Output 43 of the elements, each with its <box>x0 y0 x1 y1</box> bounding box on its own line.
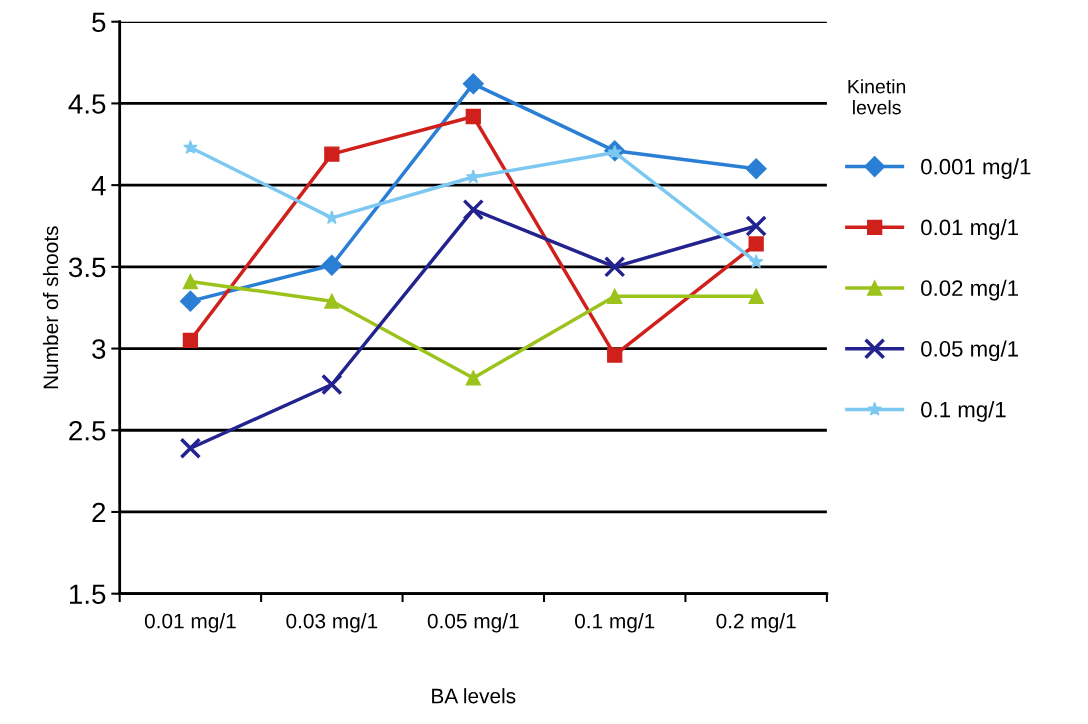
point <box>462 198 485 221</box>
point <box>321 373 343 396</box>
y-tick-label: 1.5 <box>69 584 106 605</box>
point <box>748 254 764 269</box>
legend-label: 0.1 mg/1 <box>921 401 1006 422</box>
point <box>745 215 767 237</box>
point <box>183 139 198 154</box>
point <box>324 146 340 162</box>
x-tick-label: 0.05 mg/1 <box>427 613 519 633</box>
point <box>182 332 199 349</box>
point <box>179 290 201 312</box>
point <box>745 158 767 180</box>
y-tick-label: 2.5 <box>69 420 106 441</box>
point <box>603 256 626 278</box>
x-tick-label: 0.01 mg/1 <box>144 613 236 633</box>
x-axis-title: BA levels <box>432 688 516 704</box>
y-tick-label: 4 <box>91 176 106 196</box>
point <box>182 273 199 290</box>
legend-label: 0.01 mg/1 <box>921 218 1018 240</box>
point <box>465 108 481 125</box>
point <box>321 254 343 276</box>
legend-label: 0.05 mg/1 <box>921 340 1018 362</box>
point <box>179 437 202 460</box>
point <box>607 347 623 363</box>
y-tick-label: 2 <box>92 502 106 523</box>
legend-label: 0.001 mg/1 <box>921 158 1031 179</box>
y-axis-title: Number of shoots <box>42 226 59 389</box>
y-tick-label: 4.5 <box>68 94 106 114</box>
y-tick-label: 5 <box>92 12 106 33</box>
point <box>465 169 481 184</box>
x-tick-label: 0.03 mg/1 <box>286 613 378 633</box>
x-tick-label: 0.1 mg/1 <box>575 613 655 633</box>
point <box>607 288 623 304</box>
x-tick-label: 0.2 mg/1 <box>716 613 796 633</box>
point <box>462 73 484 95</box>
point <box>748 236 764 252</box>
point <box>465 370 481 386</box>
y-tick-label: 3.5 <box>68 257 106 278</box>
point <box>324 293 340 309</box>
legend-title: Kinetin levels <box>848 79 906 115</box>
point <box>748 288 764 304</box>
legend-label: 0.02 mg/1 <box>921 279 1018 301</box>
y-tick-label: 3 <box>92 339 106 359</box>
